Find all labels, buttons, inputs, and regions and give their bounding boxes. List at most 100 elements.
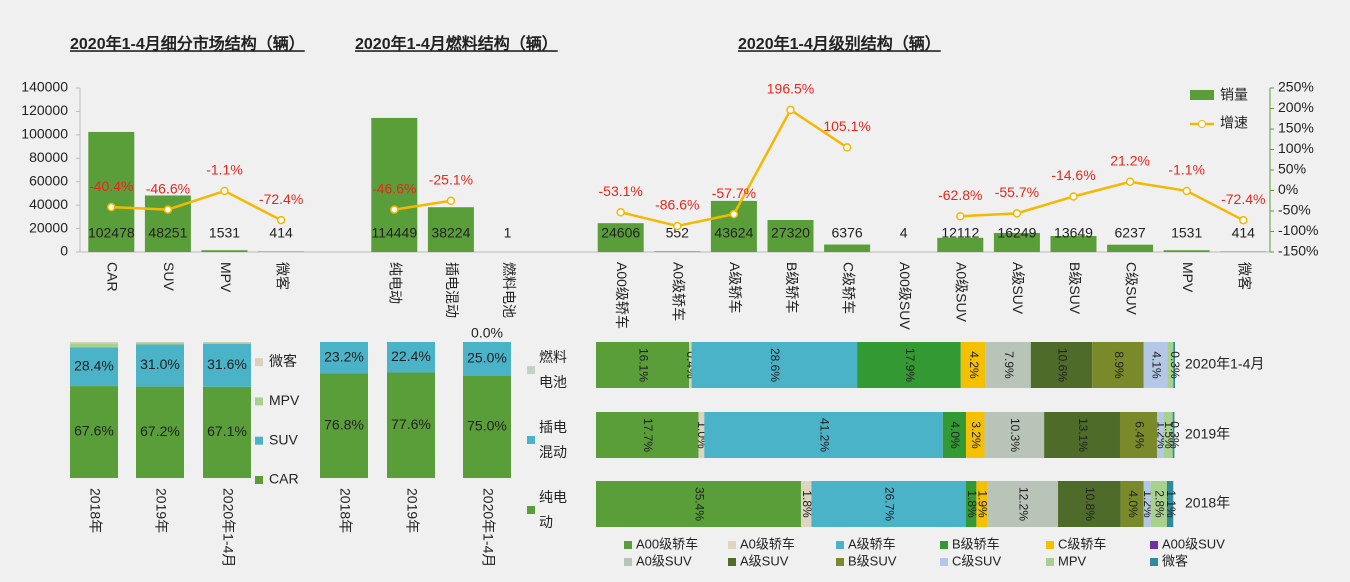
segment-label: 0.3%: [1167, 421, 1181, 449]
legend-swatch: [1046, 558, 1054, 566]
bar-segment: [1172, 412, 1175, 458]
x-tick-label: 2019年: [404, 488, 420, 533]
growth-label: 196.5%: [767, 81, 814, 97]
segment-label: 35.4%: [692, 487, 706, 521]
bar-segment: [1150, 481, 1167, 527]
bar-segment: [1167, 342, 1174, 388]
bar-segment: [857, 342, 961, 388]
segment-label: 3.2%: [969, 421, 983, 449]
bar: [993, 232, 1040, 252]
segment-label: 23.2%: [324, 348, 364, 364]
growth-label: 21.2%: [1110, 153, 1150, 169]
x-tick-label: C级轿车: [840, 262, 856, 314]
legend-swatch: [836, 541, 844, 549]
segment-label: 1.1%: [1164, 490, 1178, 518]
growth-line: [111, 189, 282, 222]
growth-point: [1012, 209, 1022, 218]
segment-label: 76.8%: [324, 416, 364, 432]
bar-value-label: 6376: [832, 225, 863, 241]
segment-label: 0.3%: [1168, 351, 1182, 379]
x-tick-label: A级SUV: [1010, 262, 1026, 315]
y2-tick-label: 150%: [1278, 120, 1314, 136]
bar-segment: [1163, 412, 1173, 458]
x-tick-label: MPV: [1180, 262, 1196, 293]
legend-label: C级SUV: [952, 553, 1001, 568]
growth-point: [1125, 177, 1135, 187]
segment-label: 10.6%: [1055, 348, 1069, 382]
bar-segment: [811, 481, 966, 527]
bar-segment: [70, 343, 118, 348]
growth-point: [1069, 192, 1078, 201]
bar-segment: [320, 342, 368, 374]
bar-value-label: 6237: [1115, 225, 1146, 241]
bar-segment: [136, 344, 184, 387]
segment-label: 1.8%: [800, 490, 814, 518]
growth-point: [729, 209, 739, 219]
segment-label: 0.0%: [471, 325, 503, 341]
x-tick-label: A级轿车: [727, 262, 743, 313]
segment-label: 67.1%: [207, 423, 247, 439]
bar-segment: [691, 342, 858, 388]
y2-tick-label: 250%: [1278, 79, 1314, 95]
legend-swatch: [255, 358, 263, 367]
legend-swatch: [255, 436, 263, 445]
segment-label: 1.9%: [976, 490, 990, 518]
growth-point: [786, 105, 795, 115]
y-tick-label: 2018年: [1185, 495, 1230, 511]
bar: [824, 244, 871, 252]
segment-label: 7.9%: [1002, 351, 1016, 379]
legend-swatch: [1150, 558, 1158, 566]
growth-label: -62.8%: [938, 187, 982, 203]
legend-label: 增速: [1220, 115, 1248, 131]
segment-label: 41.2%: [817, 418, 831, 452]
bar-value-label: 48251: [148, 225, 187, 241]
x-tick-label: A00级SUV: [897, 262, 913, 330]
y2-tick-label: 100%: [1278, 140, 1314, 156]
growth-point: [276, 215, 286, 225]
bar-segment: [203, 342, 251, 344]
bar: [88, 131, 135, 252]
legend-label: MPV: [1058, 553, 1087, 568]
growth-line: [960, 180, 1244, 222]
segment-label: 2.8%: [1153, 490, 1167, 518]
bar-segment: [1030, 342, 1093, 388]
x-tick-label: 微客: [274, 262, 290, 290]
bar-segment: [387, 342, 435, 373]
y2-tick-label: 200%: [1278, 99, 1314, 115]
segment-label: 4.1%: [1149, 351, 1163, 379]
legend-label: A00级SUV: [1162, 536, 1225, 551]
segment-label: 4.0%: [1126, 490, 1140, 518]
growth-label: -1.1%: [1168, 162, 1205, 178]
bar-value-label: 1531: [209, 225, 240, 241]
legend-label: 插电混动: [539, 419, 567, 460]
bar-segment: [704, 412, 943, 458]
segment-label: 16.1%: [636, 348, 650, 382]
growth-label: -57.7%: [712, 185, 756, 201]
legend-label: SUV: [269, 431, 298, 447]
y2-tick-label: 0%: [1278, 181, 1298, 197]
bar-value-label: 13649: [1054, 225, 1093, 241]
segment-label: 31.0%: [140, 356, 180, 372]
x-tick-label: 燃料电池: [501, 262, 517, 318]
legend-swatch: [728, 541, 736, 549]
bar-segment: [1157, 412, 1164, 458]
legend-label: MPV: [269, 392, 300, 408]
segment-label: 28.6%: [768, 348, 782, 382]
growth-label: -53.1%: [599, 183, 643, 199]
y-tick-label: 40000: [29, 196, 68, 212]
legend-swatch: [527, 366, 535, 374]
segment-label: 28.4%: [74, 357, 114, 373]
bar-value-label: 552: [666, 225, 690, 241]
segment-label: 17.7%: [641, 418, 655, 452]
y-tick-label: 140000: [21, 79, 68, 95]
bar: [1163, 250, 1210, 252]
legend-swatch: [624, 558, 632, 566]
bar-segment: [1166, 481, 1174, 527]
bar-value-label: 1531: [1171, 225, 1202, 241]
bar-value-label: 414: [269, 225, 293, 241]
legend-label: 销量: [1220, 87, 1248, 103]
bar-segment: [70, 386, 118, 478]
bar-segment: [136, 386, 184, 478]
bar-segment: [596, 412, 699, 458]
